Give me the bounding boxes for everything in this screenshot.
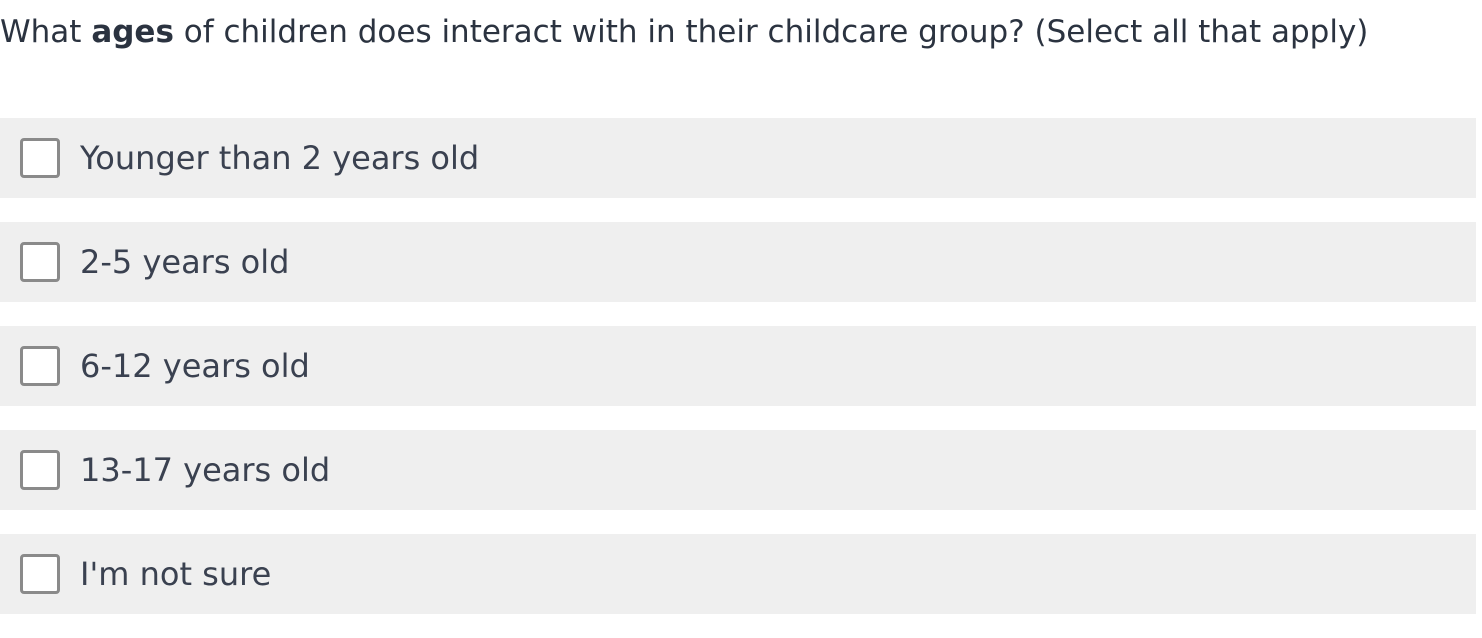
option-6-12-years[interactable]: 6-12 years old (0, 326, 1476, 406)
checkbox[interactable] (20, 242, 60, 282)
option-not-sure[interactable]: I'm not sure (0, 534, 1476, 614)
option-2-5-years[interactable]: 2-5 years old (0, 222, 1476, 302)
option-label: 2-5 years old (80, 243, 290, 281)
option-label: 6-12 years old (80, 347, 310, 385)
question-suffix: of children does interact with in their … (173, 14, 1369, 50)
checkbox[interactable] (20, 450, 60, 490)
option-label: Younger than 2 years old (80, 139, 480, 177)
checkbox[interactable] (20, 138, 60, 178)
answer-options: Younger than 2 years old 2-5 years old 6… (0, 118, 1476, 638)
question-prefix: What (0, 14, 92, 50)
question-text: What ages of children does interact with… (0, 8, 1482, 56)
checkbox[interactable] (20, 554, 60, 594)
question-emphasis: ages (91, 14, 174, 50)
option-label: I'm not sure (80, 555, 272, 593)
option-label: 13-17 years old (80, 451, 331, 489)
checkbox[interactable] (20, 346, 60, 386)
option-13-17-years[interactable]: 13-17 years old (0, 430, 1476, 510)
option-younger-than-2[interactable]: Younger than 2 years old (0, 118, 1476, 198)
